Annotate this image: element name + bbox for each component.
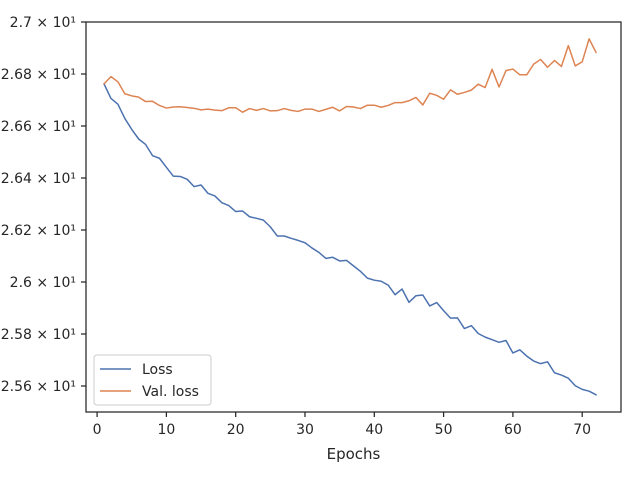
y-tick-label: 2.58 × 10¹	[1, 327, 76, 343]
series-line-val-loss	[103, 38, 597, 113]
legend: Loss Val. loss	[93, 354, 212, 406]
x-axis-label: Epochs	[327, 445, 381, 463]
legend-label-val-loss: Val. loss	[142, 384, 199, 400]
y-tick-label: 2.7 × 10¹	[10, 15, 76, 31]
legend-label-loss: Loss	[142, 362, 173, 378]
legend-box	[93, 354, 212, 406]
x-axis: 0 10 20 30 40 50 60 70	[93, 412, 591, 438]
x-tick-label: 20	[227, 422, 245, 438]
series-layer	[103, 38, 597, 396]
series-line-loss	[103, 83, 597, 396]
x-tick-label: 50	[435, 422, 453, 438]
y-tick-label: 2.64 × 10¹	[1, 171, 76, 187]
x-tick-label: 10	[157, 422, 175, 438]
plot-background	[86, 22, 621, 412]
x-tick-label: 0	[93, 422, 102, 438]
plot-frame	[85, 21, 622, 413]
y-axis: 2.56 × 10¹ 2.58 × 10¹ 2.6 × 10¹ 2.62 × 10¹ 2…	[1, 15, 86, 395]
x-tick-label: 30	[296, 422, 314, 438]
y-tick-label: 2.62 × 10¹	[1, 223, 76, 239]
x-tick-label: 60	[504, 422, 522, 438]
y-tick-label: 2.66 × 10¹	[1, 119, 76, 135]
y-tick-label: 2.6 × 10¹	[10, 275, 76, 291]
x-tick-label: 70	[573, 422, 591, 438]
x-tick-label: 40	[365, 422, 383, 438]
y-tick-label: 2.68 × 10¹	[1, 67, 76, 83]
y-tick-label: 2.56 × 10¹	[1, 379, 76, 395]
